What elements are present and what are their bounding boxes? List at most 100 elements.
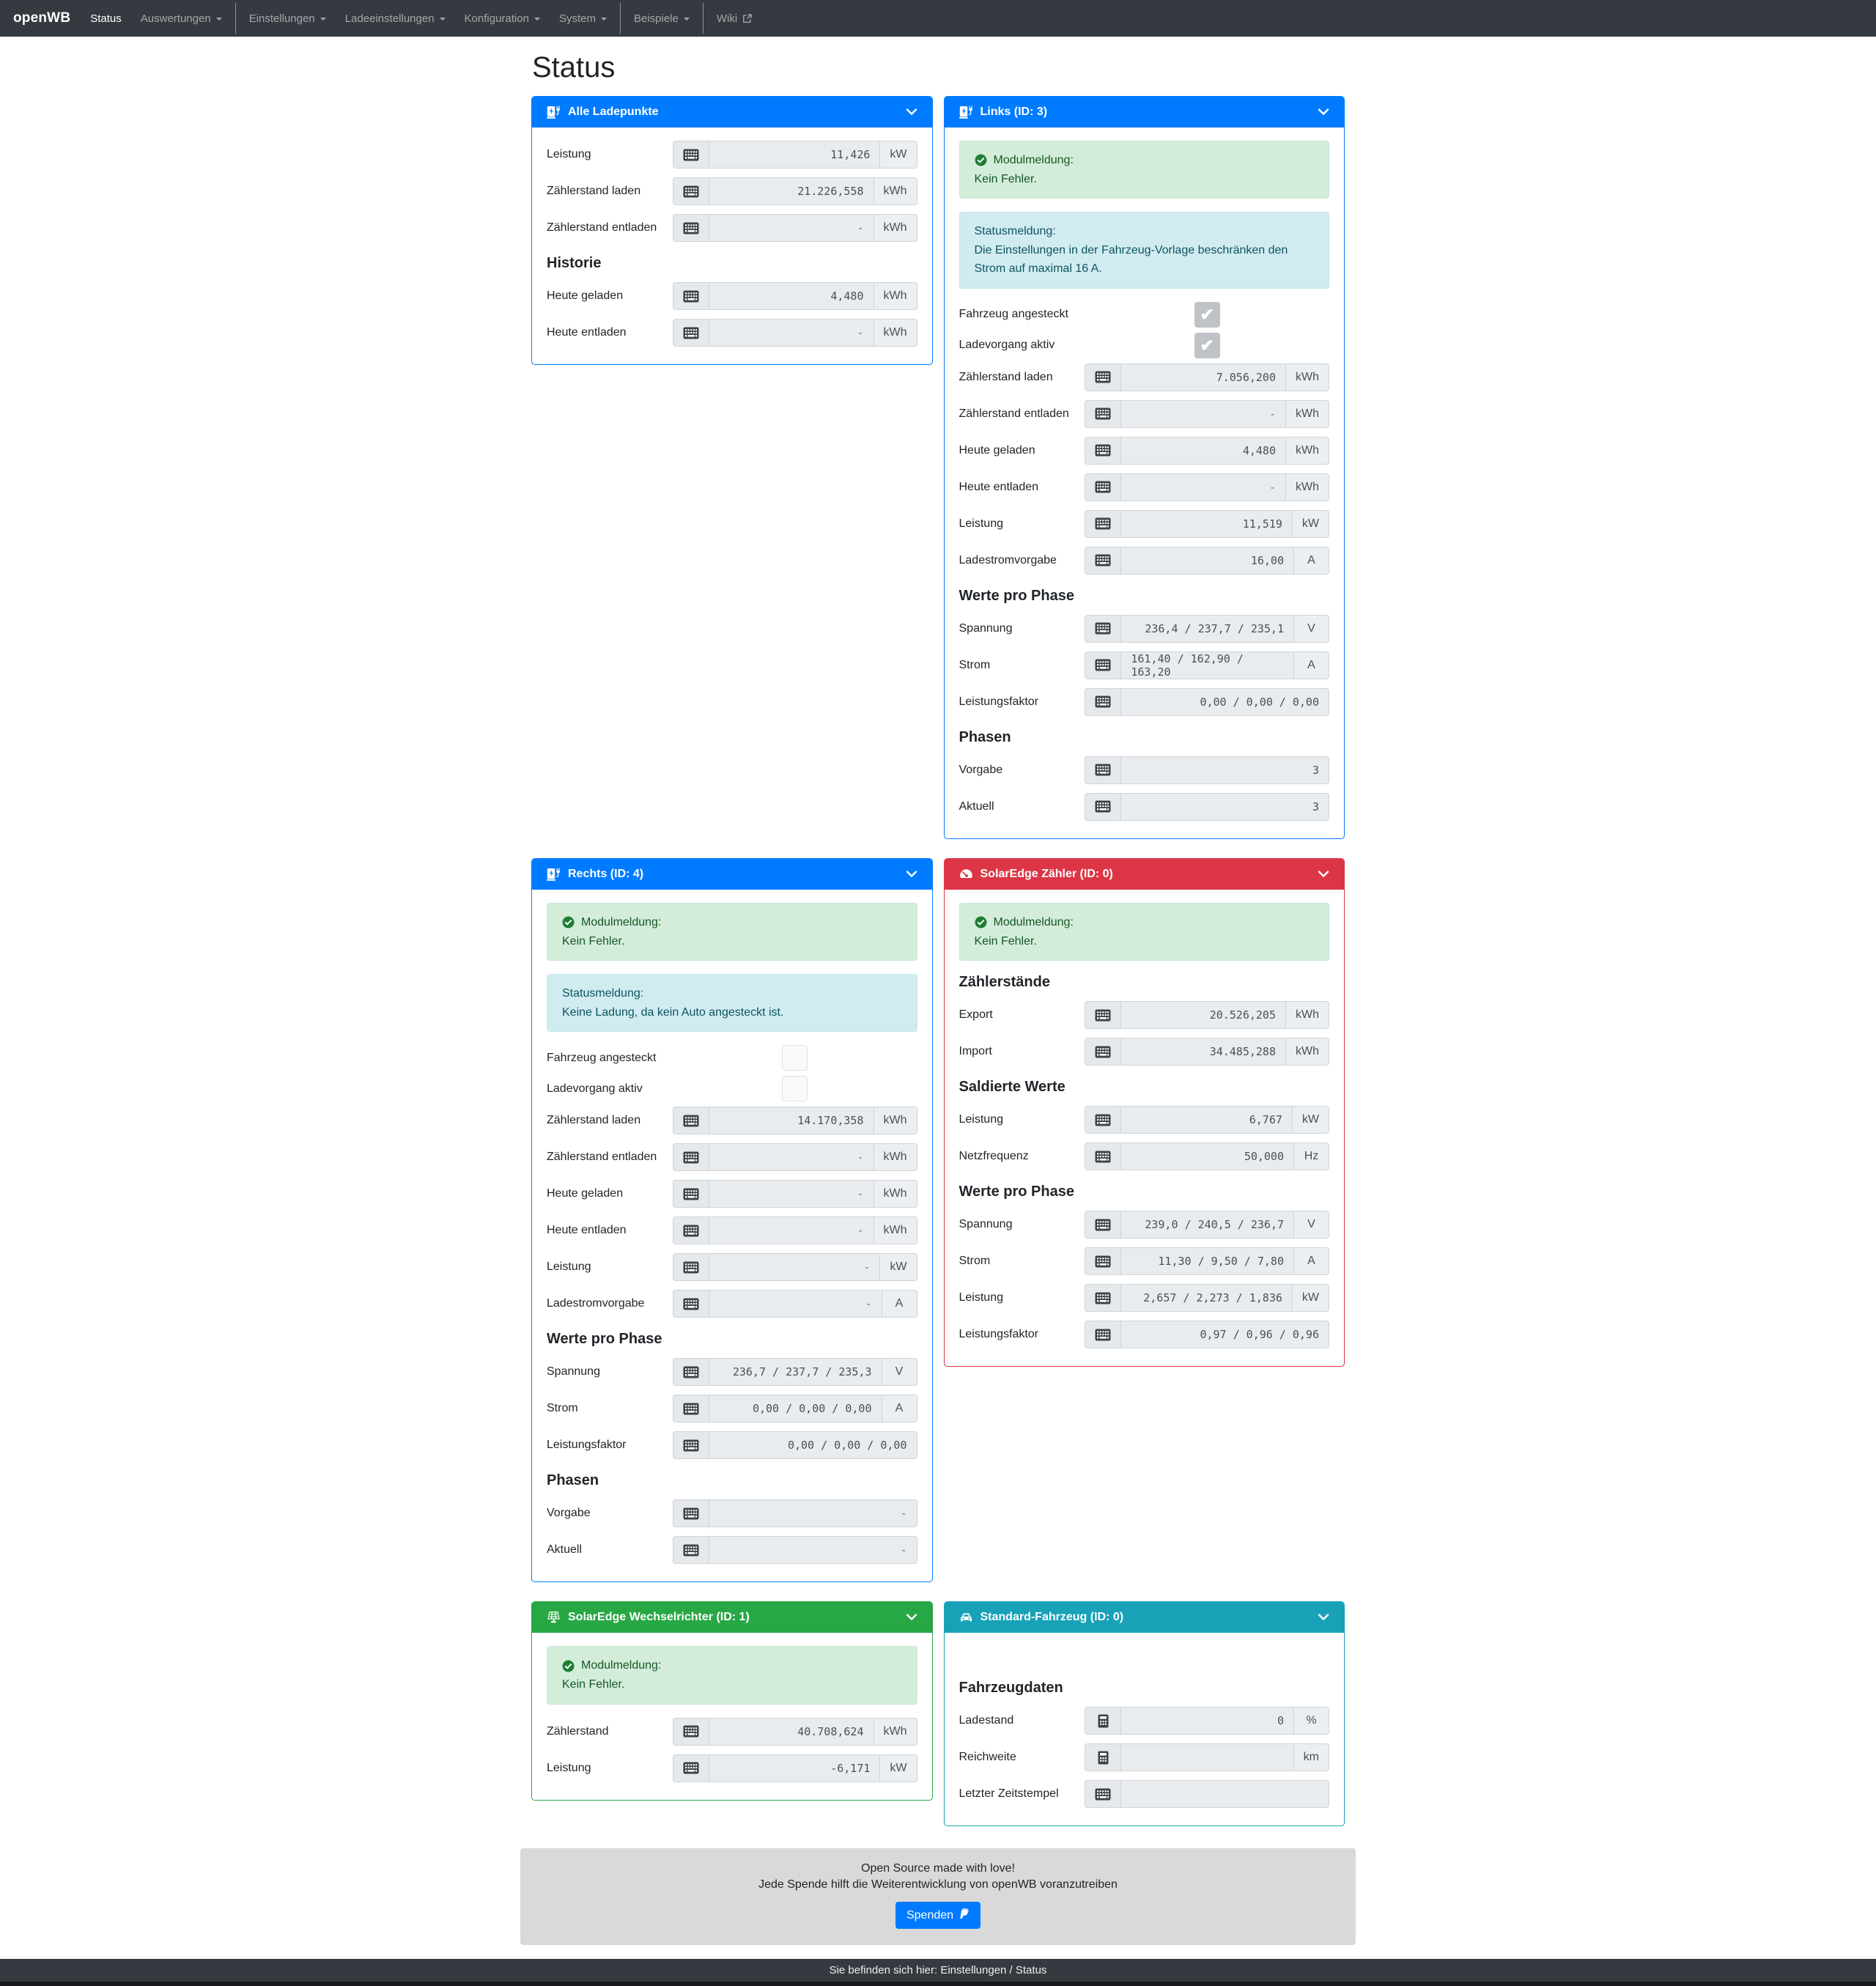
checkbox-area (673, 1045, 917, 1071)
keyboard-icon (1085, 1106, 1122, 1134)
field-value: 16,00 (1121, 546, 1294, 575)
keyboard-icon (1085, 1247, 1122, 1276)
field-value: 2,657 / 2,273 / 1,836 (1121, 1284, 1293, 1313)
keyboard-icon (672, 1358, 709, 1387)
check-circle-icon (562, 1660, 575, 1672)
keyboard-icon (1085, 399, 1122, 428)
keyboard-icon (1085, 651, 1122, 679)
field-row: Aktuell - (547, 1536, 917, 1565)
cards-row: Rechts (ID: 4) Modulmeldung: Kein Fehler. S… (531, 857, 1345, 1583)
field-control: 6,767 kW (1085, 1106, 1329, 1134)
chevron-down-icon[interactable] (1318, 1614, 1329, 1621)
card-header[interactable]: SolarEdge Zähler (ID: 0) (944, 858, 1344, 890)
field-label: Ladestromvorgabe (547, 1297, 645, 1310)
field-unit: kWh (874, 282, 917, 310)
field-control: 0,00 / 0,00 / 0,00 A (672, 1395, 917, 1423)
check-circle-icon (975, 154, 987, 166)
field-label: Aktuell (959, 800, 994, 813)
field-row: Zählerstand 40.708,624 kWh (547, 1717, 917, 1746)
keyboard-icon (672, 214, 709, 242)
field-value: 161,40 / 162,90 / 163,20 (1121, 651, 1294, 679)
checkbox-label: Fahrzeug angesteckt (547, 1051, 657, 1064)
nav-item-label: Wiki (716, 12, 738, 25)
nav-item-wiki[interactable]: Wiki (707, 0, 761, 37)
card-body: Leistung 11,426 kW Zählerstand laden 21.226,… (532, 128, 932, 364)
field-control: 0% (1085, 1707, 1329, 1735)
keyboard-icon (672, 1717, 709, 1746)
input-group: 34.485,288 kWh (1085, 1038, 1329, 1066)
checkbox-label: Fahrzeug angesteckt (959, 308, 1068, 321)
nav-item-beispiele[interactable]: Beispiele (624, 0, 699, 37)
keyboard-icon (672, 1107, 709, 1135)
field-value (1121, 1743, 1294, 1772)
keyboard-icon (1085, 756, 1122, 784)
nav-item-system[interactable]: System (550, 0, 616, 37)
brand-logo[interactable]: openWB (13, 10, 71, 26)
field-unit: kWh (874, 1107, 917, 1135)
field-control: 40.708,624 kWh (672, 1717, 917, 1746)
nav-item-einstellungen[interactable]: Einstellungen (240, 0, 336, 37)
field-control: 4,480 kWh (1085, 436, 1329, 465)
nav-item-label: Status (90, 12, 122, 25)
card-header[interactable]: Standard-Fahrzeug (ID: 0) (944, 1602, 1344, 1634)
field-value: - (1121, 473, 1286, 501)
card-header[interactable]: Alle Ladepunkte (532, 97, 932, 128)
tachometer-icon (959, 868, 973, 879)
field-label: Ladestromvorgabe (959, 553, 1057, 566)
field-value: 21.226,558 (709, 177, 874, 205)
caret-down-icon (439, 18, 446, 21)
keyboard-icon (1085, 1284, 1122, 1313)
field-value: 0,00 / 0,00 / 0,00 (1121, 687, 1329, 716)
nav-item-label: Konfiguration (464, 12, 529, 25)
field-value: - (709, 1217, 874, 1245)
input-group: 4,480 kWh (672, 282, 917, 310)
chevron-down-icon[interactable] (1318, 108, 1329, 116)
field-control: 236,4 / 237,7 / 235,1 V (1085, 614, 1329, 643)
nav-item-ladeeinstellungen[interactable]: Ladeeinstellungen (336, 0, 455, 37)
field-unit: kWh (874, 214, 917, 242)
field-value: 11,519 (1121, 509, 1293, 538)
input-group: 0,00 / 0,00 / 0,00 (672, 1431, 917, 1460)
card-header[interactable]: Rechts (ID: 4) (532, 858, 932, 890)
keyboard-icon (672, 1290, 709, 1318)
alert-info: Statusmeldung: Die Einstellungen in der F… (959, 212, 1329, 289)
chevron-down-icon[interactable] (906, 108, 917, 116)
alert-title: Statusmeldung: (975, 222, 1315, 241)
field-label: Zählerstand entladen (547, 221, 657, 234)
input-group: 16,00 A (1085, 546, 1329, 575)
nav-item-status[interactable]: Status (81, 0, 131, 37)
keyboard-icon (672, 1754, 709, 1782)
cards-grid: Alle Ladepunkte Leistung 11,426 kW Zählersta… (520, 96, 1356, 1827)
caret-down-icon (320, 18, 326, 21)
input-group: - kWh (672, 1217, 917, 1245)
chevron-down-icon[interactable] (906, 1614, 917, 1621)
bottom-strip (0, 1982, 1876, 1986)
nav-item-konfiguration[interactable]: Konfiguration (455, 0, 550, 37)
field-value: 0,00 / 0,00 / 0,00 (709, 1395, 882, 1423)
field-value: - (709, 319, 874, 347)
chevron-down-icon[interactable] (1318, 871, 1329, 878)
nav-item-auswertungen[interactable]: Auswertungen (131, 0, 232, 37)
card-solaredge-wechselrichter-id-1: SolarEdge Wechselrichter (ID: 1) Modulmel… (531, 1601, 933, 1801)
keyboard-icon (1085, 1780, 1122, 1809)
field-row: Leistungsfaktor 0,97 / 0,96 / 0,96 (959, 1321, 1329, 1349)
section-heading: Zählerstände (959, 974, 1050, 991)
field-row: Ladestromvorgabe 16,00 A (959, 546, 1329, 575)
checkbox-row: Ladevorgang aktiv (547, 1076, 917, 1102)
field-value: 11,30 / 9,50 / 7,80 (1121, 1247, 1294, 1276)
card-solaredge-zähler-id-0: SolarEdge Zähler (ID: 0) Modulmeldung: Kei… (943, 857, 1345, 1367)
input-group: 40.708,624 kWh (672, 1717, 917, 1746)
chevron-down-icon[interactable] (906, 871, 917, 878)
breadcrumb-text: Sie befinden sich hier: Einstellungen / … (829, 1964, 1047, 1977)
field-control: 3 (1085, 756, 1329, 784)
donate-button-label: Spenden (906, 1908, 954, 1922)
card-header[interactable]: SolarEdge Wechselrichter (ID: 1) (532, 1602, 932, 1634)
field-row: Zählerstand laden 14.170,358 kWh (547, 1107, 917, 1135)
card-header[interactable]: Links (ID: 3) (944, 97, 1344, 128)
field-control: 11,30 / 9,50 / 7,80 A (1085, 1247, 1329, 1276)
input-group: 11,426 kW (672, 141, 917, 169)
donate-button[interactable]: Spenden (895, 1902, 981, 1930)
field-unit: kWh (874, 1143, 917, 1172)
card-standard-fahrzeug-id-0: Standard-Fahrzeug (ID: 0) Fahrzeugdaten La… (943, 1601, 1345, 1827)
field-value: 0 (1121, 1707, 1294, 1735)
